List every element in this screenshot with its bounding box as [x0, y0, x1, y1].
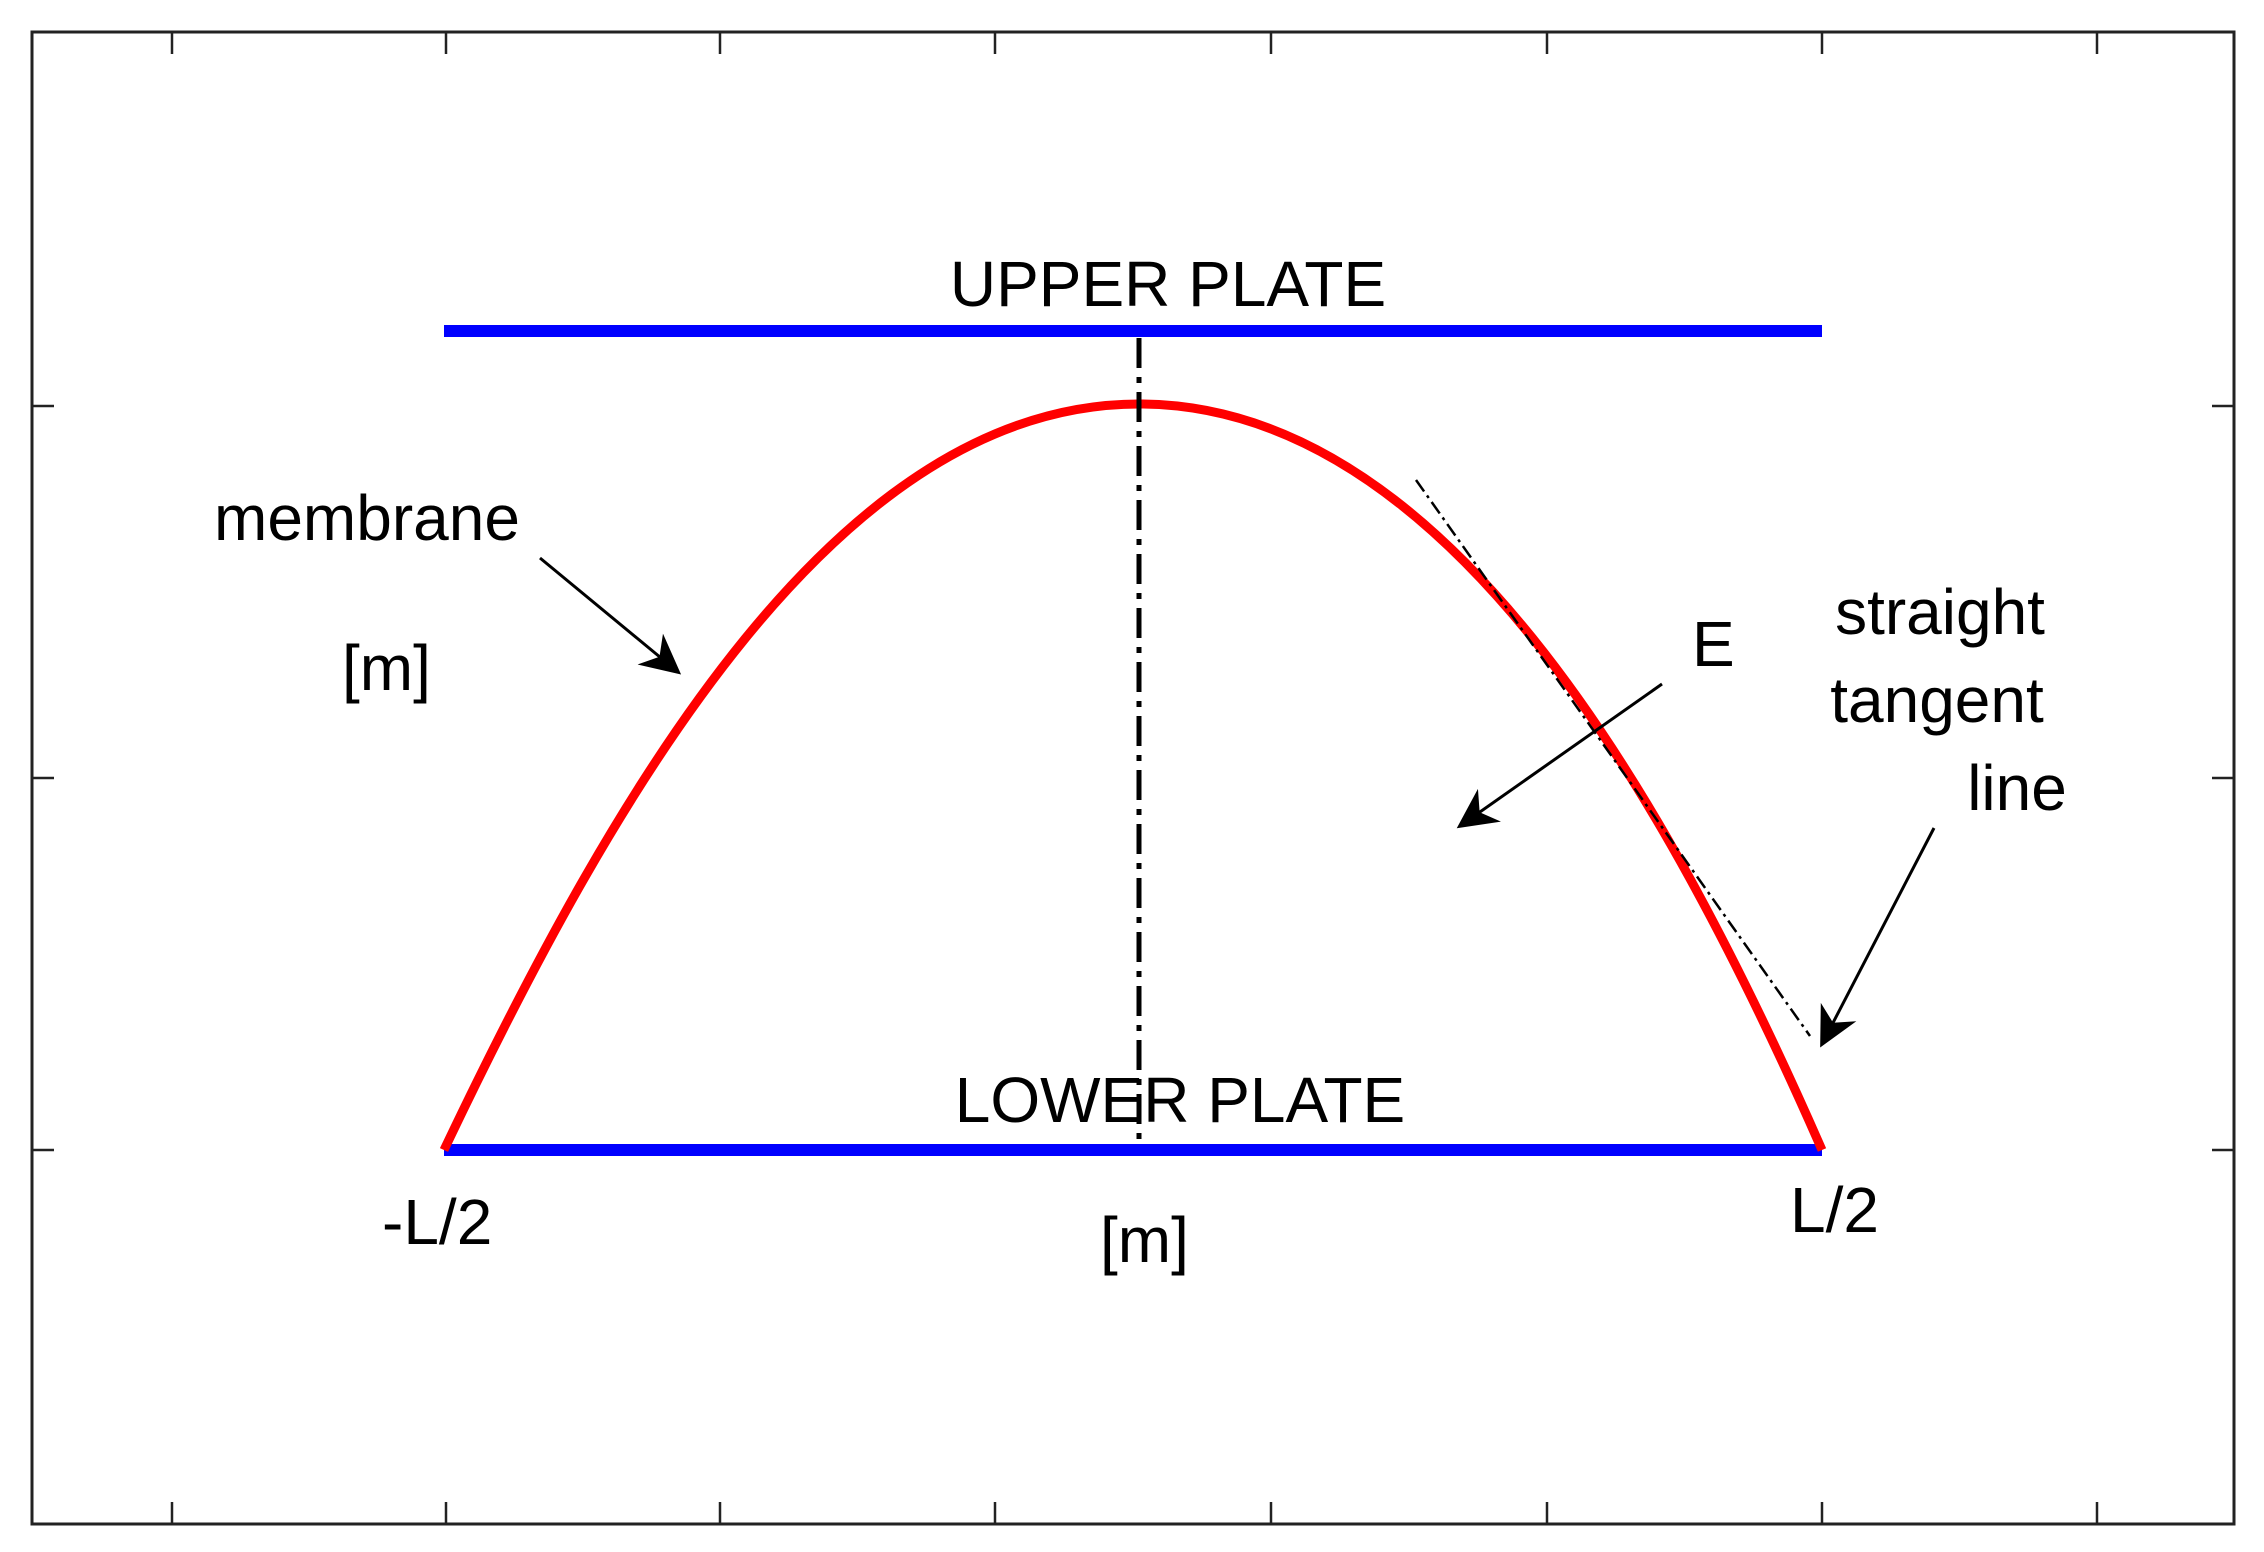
- membrane-arrow: [539, 556, 682, 675]
- left-end-label: -L/2: [382, 1186, 492, 1258]
- field-label: E: [1692, 608, 1735, 680]
- tangent-label-line1: straight: [1835, 576, 2045, 648]
- membrane-curve: [439, 399, 1827, 1152]
- axis-ticks: [32, 32, 2234, 1524]
- x-unit-label: [m]: [1100, 1204, 1189, 1276]
- tangent-arrow: [1820, 827, 1936, 1048]
- y-unit-label: [m]: [342, 632, 431, 704]
- tangent-label-line3: line: [1967, 752, 2067, 824]
- tangent-label-line2: tangent: [1830, 664, 2044, 736]
- field-arrow: [1456, 682, 1663, 829]
- tangent-line: [1414, 479, 1812, 1037]
- lower-plate-label: LOWER PLATE: [955, 1064, 1405, 1136]
- membrane-label: membrane: [214, 482, 520, 554]
- right-end-label: L/2: [1790, 1174, 1879, 1246]
- upper-plate-label: UPPER PLATE: [950, 248, 1386, 320]
